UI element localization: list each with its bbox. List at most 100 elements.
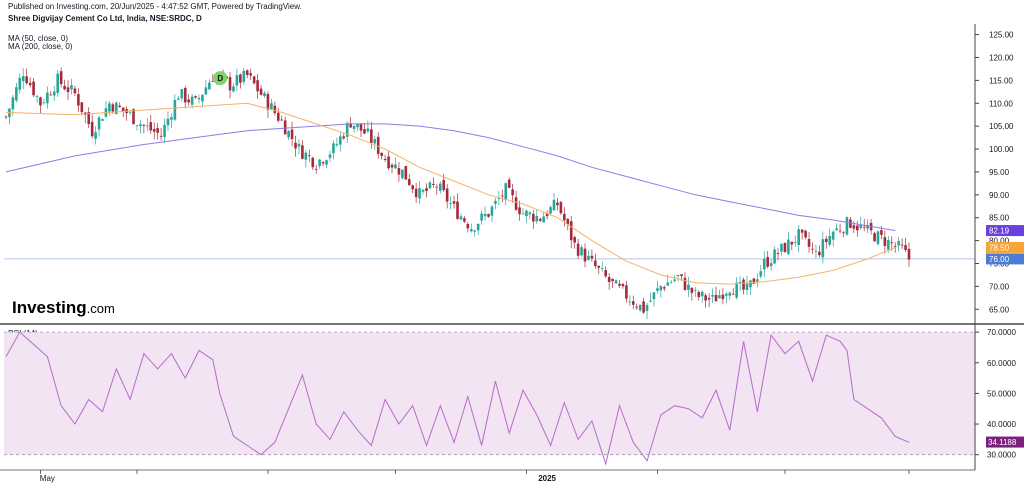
candle-body [208,82,211,90]
candle-body [263,92,266,96]
rsi-tick-label: 30.0000 [987,451,1016,460]
candle-body [18,77,22,90]
candle-body [549,207,552,214]
candle-body [270,103,273,109]
candle-body [339,136,342,145]
candle-body [159,135,163,137]
candle-body [800,229,804,233]
candle-body [656,288,659,291]
candle-body [787,239,790,254]
rsi-last-tag [986,436,1024,448]
price-tick-label: 95.00 [989,168,1010,177]
candle-body [101,119,104,121]
candle-body [252,76,256,84]
candle-body [259,88,263,95]
candle-body [459,216,463,220]
candle-body [476,223,480,231]
candle-body [669,282,673,283]
candle-body [525,210,528,217]
candle-body [177,98,180,100]
candle-body [728,292,732,296]
candle-body [828,236,832,245]
candle-body [342,136,346,139]
price-tick-label: 105.00 [989,122,1014,131]
logo-suffix: .com [86,301,115,316]
candle-body [556,202,559,206]
candle-body [638,304,642,311]
candle-body [242,70,246,82]
ma50-last-tag-label: 78.50 [989,243,1010,252]
candles-group [4,67,911,320]
candle-body [807,239,811,247]
close-last-tag-label: 76.00 [989,255,1010,264]
candle-body [280,119,284,121]
candle-body [756,279,759,282]
close-last-tag [986,253,1024,265]
candle-body [907,248,911,260]
candle-body [152,128,156,132]
candle-body [304,152,308,160]
candle-body [373,139,377,144]
candle-body [370,129,373,143]
candle-body [635,306,639,308]
ma200-legend: MA (200, close, 0) [8,42,73,51]
candle-body [146,125,149,127]
candle-body [600,268,604,270]
candle-body [228,77,232,91]
candle-body [659,286,663,291]
candle-body [380,152,383,156]
candle-body [487,214,490,217]
candle-body [108,103,111,112]
candle-body [790,241,794,245]
price-tick-label: 90.00 [989,191,1010,200]
candle-body [580,247,583,256]
candle-body [687,284,690,290]
candle-body [15,87,18,101]
candle-body [239,74,242,83]
candle-body [49,94,53,96]
candle-body [514,197,518,210]
candle-body [897,241,900,246]
candle-body [521,213,525,215]
candle-body [631,301,635,305]
candle-body [604,270,608,277]
candle-body [80,102,84,113]
candle-body [376,136,380,154]
candle-body [411,185,414,190]
candle-body [35,96,39,97]
candle-body [59,71,63,85]
price-tick-label: 125.00 [989,31,1014,40]
candle-body [390,164,394,168]
symbol-title: Shree Digvijay Cement Co Ltd, India, NSE… [8,14,202,23]
candle-body [490,206,494,216]
candle-body [311,157,315,168]
candle-body [142,124,146,126]
candle-body [273,105,277,113]
candle-body [352,125,356,129]
candle-body [52,91,56,96]
candle-body [94,132,97,139]
candle-body [504,183,508,200]
candle-body [201,94,204,102]
ma50-last-tag [986,241,1024,253]
candle-body [900,244,904,246]
candle-body [111,104,115,112]
candle-body [90,121,94,137]
candle-body [421,189,425,192]
candle-body [149,122,153,131]
candle-body [545,213,549,217]
dividend-marker [213,71,228,86]
candle-body [297,143,301,147]
candle-body [87,112,91,125]
candle-body [569,221,573,241]
candle-body [824,238,828,243]
candle-body [594,260,597,267]
candle-body [880,230,883,235]
candle-body [4,116,8,118]
rsi-tick-label: 70.0000 [987,328,1016,337]
candle-body [235,75,239,86]
candle-body [507,179,511,188]
candle-body [328,154,332,158]
candle-body [752,278,756,284]
candle-body [625,285,628,299]
